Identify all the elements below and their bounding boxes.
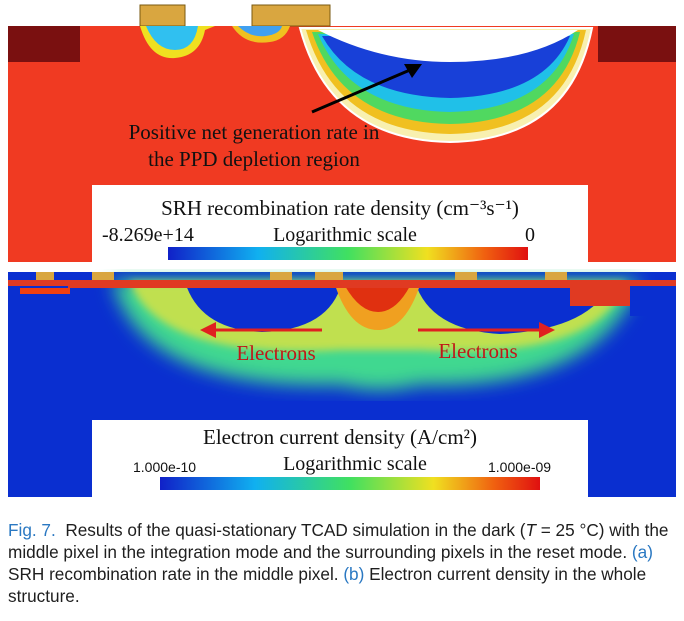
gate [315, 272, 343, 280]
caption: Fig. 7. Results of the quasi-stationary … [8, 519, 680, 607]
junction [238, 26, 282, 37]
colorbar [160, 477, 540, 490]
arrow-head [200, 322, 216, 338]
caption-variable: T [525, 520, 536, 540]
gate [270, 272, 292, 280]
gate [36, 272, 54, 280]
arrow-head [539, 322, 555, 338]
surface [8, 280, 676, 288]
arrow-head [404, 64, 422, 78]
panel-b: Electrons Electrons Electron current den… [8, 272, 676, 497]
ppd-well [318, 30, 578, 62]
legend-scale: Logarithmic scale [273, 224, 417, 246]
isolation [598, 26, 676, 62]
isolation [8, 26, 80, 62]
annotation: Positive net generation rate in [129, 120, 380, 144]
surface [20, 288, 70, 294]
junction [146, 26, 198, 50]
legend-scale: Logarithmic scale [283, 453, 427, 475]
hump [345, 286, 410, 312]
annotation: Electrons [438, 339, 517, 363]
legend-max: 1.000e-09 [488, 459, 551, 475]
isolation [630, 286, 676, 316]
legend-min: -8.269e+14 [102, 224, 194, 246]
gate [455, 272, 477, 280]
legend-max: 0 [525, 224, 535, 246]
gate [92, 272, 114, 280]
legend-title: Electron current density (A/cm²) [203, 425, 477, 449]
gate [251, 4, 331, 27]
legend-title: SRH recombination rate density (cm⁻³s⁻¹) [161, 196, 519, 220]
caption-text: = 25 °C) with the middle pixel in the in… [8, 520, 669, 562]
caption-text: Electron current density in the whole st… [8, 564, 647, 606]
legend-min: 1.000e-10 [133, 459, 196, 475]
figure-label: Fig. 7. [8, 520, 56, 540]
gate [139, 4, 186, 27]
surface [570, 286, 630, 306]
caption-text: SRH recombination rate in the middle pix… [8, 564, 339, 584]
panel-a: Positive net generation rate in the PPD … [8, 4, 676, 262]
annotation: Electrons [236, 341, 315, 365]
figure: Positive net generation rate in the PPD … [8, 4, 676, 497]
panel-ref: (a) [631, 542, 653, 562]
colorbar [168, 247, 528, 260]
arrow [311, 68, 411, 114]
depletion [185, 282, 342, 332]
panel-ref: (b) [343, 564, 365, 584]
caption-text: Results of the quasi-stationary TCAD sim… [65, 520, 526, 540]
annotation: the PPD depletion region [148, 147, 360, 171]
gate [545, 272, 567, 280]
depletion [415, 282, 612, 334]
